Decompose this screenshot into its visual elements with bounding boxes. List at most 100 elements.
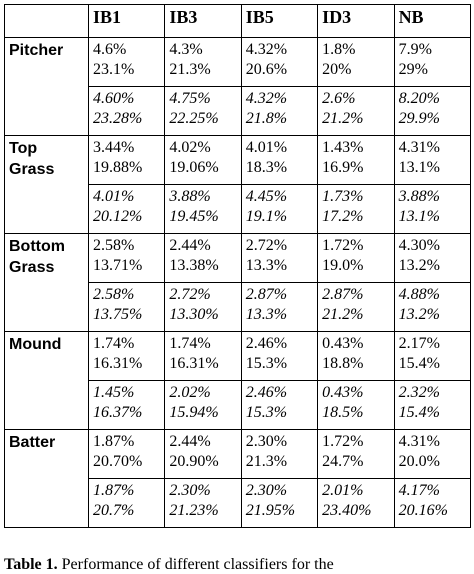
value-line-1: 4.75%	[169, 90, 211, 107]
value-line-1: 2.32%	[398, 384, 440, 401]
value-line-1: 1.72%	[322, 237, 364, 254]
value-cell: 2.30% 21.95%	[240, 478, 319, 528]
table-row: Top Grass 3.44% 19.88% 4.02% 19.06% 4.01% 18.3…	[4, 135, 471, 234]
value-line-2: 20.6%	[245, 61, 288, 78]
table-row: Mound 1.74% 16.31% 1.74% 16.31% 2.46% 15.3% 0.4…	[4, 331, 471, 430]
value-cell: 4.31% 20.0%	[393, 429, 471, 479]
value-cell: 4.6% 23.1%	[87, 37, 166, 87]
value-cell: 4.32% 21.8%	[240, 86, 319, 136]
value-line-2: 15.3%	[245, 404, 288, 421]
value-cell: 2.17% 15.4%	[393, 331, 471, 381]
value-line-1: 2.30%	[169, 482, 211, 499]
value-cell: 1.87% 20.70%	[87, 429, 166, 479]
value-line-1: 1.87%	[93, 482, 135, 499]
value-line-1: 2.58%	[93, 286, 135, 303]
value-cell: 4.45% 19.1%	[240, 184, 319, 234]
value-line-1: 2.02%	[169, 384, 211, 401]
value-line-1: 4.31%	[398, 433, 440, 450]
value-line-2: 24.7%	[322, 453, 364, 470]
value-cell: 1.73% 17.2%	[317, 184, 395, 234]
value-cell: 1.72% 19.0%	[317, 233, 395, 283]
column-header: ID3	[317, 4, 395, 38]
value-line-1: 1.74%	[93, 335, 135, 352]
value-line-1: 1.74%	[169, 335, 211, 352]
value-line-2: 13.1%	[398, 159, 440, 176]
value-cell: 1.74% 16.31%	[87, 331, 166, 381]
value-cell: 2.87% 13.3%	[240, 282, 319, 332]
value-cell: 4.88% 13.2%	[393, 282, 471, 332]
value-line-2: 21.2%	[322, 110, 364, 127]
caption-text: Performance of different classifiers for…	[61, 556, 334, 573]
value-cell: 4.75% 22.25%	[164, 86, 242, 136]
table-row: 1.87% 20.7% 2.30% 21.23% 2.30% 21.95% 2.01% 23.…	[5, 478, 471, 528]
value-cell: 4.01% 20.12%	[87, 184, 166, 234]
value-line-1: 3.88%	[398, 188, 440, 205]
value-cell: 0.43% 18.8%	[317, 331, 395, 381]
value-line-1: 2.58%	[93, 237, 135, 254]
value-line-2: 15.94%	[169, 404, 219, 421]
value-cell: 3.88% 13.1%	[393, 184, 471, 234]
column-header: NB	[393, 4, 471, 38]
value-cell: 2.6% 21.2%	[317, 86, 395, 136]
value-cell: 4.02% 19.06%	[164, 135, 242, 185]
value-line-2: 19.0%	[322, 257, 364, 274]
value-line-2: 13.1%	[398, 208, 440, 225]
value-cell: 4.60% 23.28%	[87, 86, 166, 136]
value-line-2: 18.5%	[322, 404, 364, 421]
value-cell: 0.43% 18.5%	[317, 380, 395, 430]
value-line-2: 13.2%	[398, 257, 440, 274]
value-line-2: 16.37%	[93, 404, 143, 421]
value-line-2: 13.3%	[245, 257, 288, 274]
value-line-2: 19.1%	[245, 208, 288, 225]
value-line-2: 13.3%	[245, 306, 288, 323]
value-line-1: 1.72%	[322, 433, 364, 450]
value-line-1: 2.30%	[245, 433, 288, 450]
value-line-2: 19.06%	[169, 159, 219, 176]
value-line-1: 2.46%	[245, 335, 288, 352]
value-line-2: 15.3%	[245, 355, 288, 372]
value-line-2: 23.40%	[322, 502, 372, 519]
value-line-2: 13.38%	[169, 257, 219, 274]
value-line-1: 0.43%	[322, 335, 364, 352]
value-line-2: 20.0%	[398, 453, 440, 470]
table-caption: Table 1. Performance of different classi…	[4, 556, 474, 574]
value-cell: 2.02% 15.94%	[164, 380, 242, 430]
value-line-1: 4.01%	[93, 188, 135, 205]
value-line-1: 2.46%	[245, 384, 288, 401]
value-cell: 4.3% 21.3%	[164, 37, 242, 87]
column-header: IB3	[164, 4, 242, 38]
value-line-1: 1.8%	[322, 41, 356, 58]
value-line-1: 2.44%	[169, 433, 211, 450]
value-line-1: 4.32%	[245, 41, 288, 58]
value-line-2: 29%	[398, 61, 428, 78]
value-line-1: 4.3%	[169, 41, 203, 58]
value-cell: 8.20% 29.9%	[393, 86, 471, 136]
table-row: 1.45% 16.37% 2.02% 15.94% 2.46% 15.3% 0.43% 18.…	[5, 380, 471, 430]
table-row: 4.01% 20.12% 3.88% 19.45% 4.45% 19.1% 1.73% 17.…	[5, 184, 471, 234]
value-line-2: 23.1%	[93, 61, 135, 78]
row-group-label: Batter	[4, 429, 89, 528]
value-cell: 2.87% 21.2%	[317, 282, 395, 332]
value-cell: 4.32% 20.6%	[240, 37, 319, 87]
row-group-label: Mound	[4, 331, 89, 430]
value-cell: 1.87% 20.7%	[87, 478, 166, 528]
value-cell: 2.44% 13.38%	[164, 233, 242, 283]
value-line-1: 1.87%	[93, 433, 135, 450]
value-cell: 1.74% 16.31%	[164, 331, 242, 381]
value-line-1: 0.43%	[322, 384, 364, 401]
value-line-2: 13.30%	[169, 306, 219, 323]
value-line-2: 18.3%	[245, 159, 288, 176]
table-row: Pitcher 4.6% 23.1% 4.3% 21.3% 4.32% 20.6% 1.8% 2…	[4, 37, 471, 136]
value-line-1: 2.87%	[322, 286, 364, 303]
value-line-1: 2.87%	[245, 286, 288, 303]
value-line-2: 16.31%	[169, 355, 219, 372]
value-line-2: 21.8%	[245, 110, 288, 127]
value-line-1: 2.44%	[169, 237, 211, 254]
value-line-1: 1.73%	[322, 188, 364, 205]
value-line-1: 4.6%	[93, 41, 127, 58]
value-line-2: 21.2%	[322, 306, 364, 323]
value-cell: 2.58% 13.71%	[87, 233, 166, 283]
table-row: Bottom Grass 2.58% 13.71% 2.44% 13.38% 2.72% 1…	[4, 233, 471, 332]
value-cell: 3.44% 19.88%	[87, 135, 166, 185]
value-line-1: 4.17%	[398, 482, 440, 499]
